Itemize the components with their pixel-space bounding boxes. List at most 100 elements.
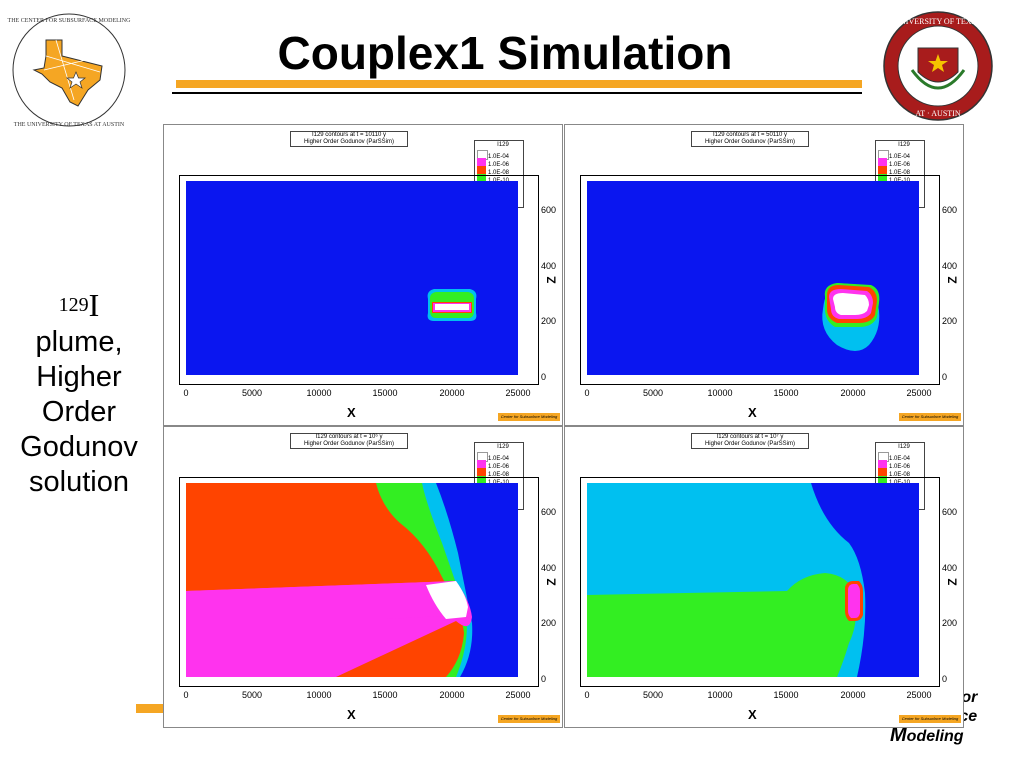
contour-panel: I129 contours at t = 10⁷ y Higher Order G…	[564, 426, 964, 728]
legend-swatch	[878, 476, 887, 484]
panel-title-line: I129 contours at t = 10⁶ y	[315, 434, 383, 440]
x-tick-label: 10000	[707, 690, 733, 700]
z-tick-label: 600	[942, 507, 958, 517]
contour-panel: I129 contours at t = 10110 y Higher Order…	[163, 124, 563, 426]
x-tick-label: 15000	[372, 690, 398, 700]
x-axis-label: X	[748, 405, 757, 420]
caption-line: Godunov	[20, 431, 138, 463]
z-tick-label: 0	[942, 372, 948, 382]
contour-region	[435, 304, 469, 310]
x-tick-label: 20000	[840, 388, 866, 398]
legend-swatch	[477, 476, 486, 484]
x-tick-label: 5000	[241, 388, 263, 398]
legend-row: 1.0E-04	[477, 150, 523, 160]
legend-swatch	[878, 174, 887, 182]
contour-panel: I129 contours at t = 50110 y Higher Order…	[564, 124, 964, 426]
footer-accent-bar	[136, 704, 164, 713]
contour-plot	[587, 483, 919, 677]
z-tick-label: 0	[541, 372, 547, 382]
legend-level-label: 1.0E-08	[889, 170, 911, 176]
contour-plot	[186, 181, 518, 375]
legend-swatch	[878, 460, 887, 468]
contour-panel: I129 contours at t = 10⁶ y Higher Order G…	[163, 426, 563, 728]
x-tick-label: 10000	[306, 690, 332, 700]
z-tick-label: 400	[541, 563, 557, 573]
svg-text:UNIVERSITY OF TEXAS: UNIVERSITY OF TEXAS	[894, 17, 982, 26]
legend-title: I129	[898, 142, 910, 148]
csm-credit-tag: Center for Subsurface Modeling	[498, 413, 560, 421]
legend-row: 1.0E-08	[477, 468, 523, 478]
legend-swatch	[477, 468, 486, 476]
z-tick-label: 400	[541, 261, 557, 271]
z-axis-label: Z	[544, 276, 559, 284]
x-tick-label: 20000	[439, 388, 465, 398]
contour-region	[587, 573, 857, 677]
svg-text:THE UNIVERSITY OF TEXAS AT AUS: THE UNIVERSITY OF TEXAS AT AUSTIN	[14, 122, 125, 128]
z-tick-label: 600	[942, 205, 958, 215]
isotope-symbol: I	[88, 287, 100, 323]
legend-swatch	[477, 460, 486, 468]
legend-row: 1.0E-06	[477, 460, 523, 470]
x-tick-label: 20000	[439, 690, 465, 700]
svg-text:AT · AUSTIN: AT · AUSTIN	[915, 109, 960, 118]
legend-title: I129	[898, 444, 910, 450]
panel-title-line: I129 contours at t = 10110 y	[311, 132, 387, 138]
x-tick-label: 5000	[241, 690, 263, 700]
z-axis-label: Z	[945, 276, 960, 284]
z-tick-label: 600	[541, 507, 557, 517]
legend-level-label: 1.0E-08	[889, 472, 911, 478]
x-axis-label: X	[347, 405, 356, 420]
caption-line: Higher	[36, 361, 122, 393]
z-tick-label: 600	[541, 205, 557, 215]
footer-line: odeling	[906, 728, 964, 745]
x-axis-label: X	[347, 707, 356, 722]
x-tick-label: 5000	[642, 690, 664, 700]
legend-swatch	[477, 174, 486, 182]
z-axis-label: Z	[945, 578, 960, 586]
slide-title: Couplex1 Simulation	[277, 27, 733, 79]
csm-credit-tag: Center for Subsurface Modeling	[899, 413, 961, 421]
legend-level-label: 1.0E-04	[889, 154, 911, 160]
plot-frame	[179, 175, 539, 385]
legend-row: 1.0E-04	[878, 150, 924, 160]
z-tick-label: 200	[942, 618, 958, 628]
contour-region	[426, 581, 468, 619]
legend-level-label: 1.0E-06	[889, 464, 911, 470]
isotope-mass-number: 129	[58, 294, 89, 316]
legend-level-label: 1.0E-06	[488, 464, 510, 470]
legend-swatch	[878, 468, 887, 476]
x-tick-label: 0	[584, 690, 590, 700]
legend-swatch	[878, 166, 887, 174]
csm-credit-tag: Center for Subsurface Modeling	[498, 715, 560, 723]
x-tick-label: 0	[584, 388, 590, 398]
legend-level-label: 1.0E-08	[488, 472, 510, 478]
title-underline-black	[172, 92, 862, 94]
contour-region	[186, 181, 518, 375]
legend-level-label: 1.0E-08	[488, 170, 510, 176]
x-tick-label: 15000	[372, 388, 398, 398]
contour-region	[833, 293, 869, 315]
legend-row: 1.0E-06	[477, 158, 523, 168]
legend-swatch	[477, 166, 486, 174]
svg-text:THE CENTER FOR SUBSURFACE MODE: THE CENTER FOR SUBSURFACE MODELING	[8, 18, 132, 24]
z-tick-label: 400	[942, 261, 958, 271]
panel-title-line: I129 contours at t = 50110 y	[712, 132, 788, 138]
panel-title-line: I129 contours at t = 10⁷ y	[716, 434, 784, 440]
legend-swatch	[477, 158, 486, 166]
legend-swatch	[878, 158, 887, 166]
z-tick-label: 0	[942, 674, 948, 684]
panel-title: I129 contours at t = 10⁶ y Higher Order G…	[290, 433, 408, 449]
legend-row: 1.0E-04	[878, 452, 924, 462]
legend-title: I129	[497, 142, 509, 148]
legend-row: 1.0E-04	[477, 452, 523, 462]
legend-row: 1.0E-08	[878, 468, 924, 478]
panel-subtitle-line: Higher Order Godunov (ParSSim)	[704, 139, 796, 145]
legend-row: 1.0E-08	[878, 166, 924, 176]
x-tick-label: 15000	[773, 690, 799, 700]
panel-subtitle-line: Higher Order Godunov (ParSSim)	[704, 441, 796, 447]
z-axis-label: Z	[544, 578, 559, 586]
x-tick-label: 25000	[505, 388, 531, 398]
legend-title: I129	[497, 444, 509, 450]
z-tick-label: 0	[541, 674, 547, 684]
legend-level-label: 1.0E-06	[488, 162, 510, 168]
